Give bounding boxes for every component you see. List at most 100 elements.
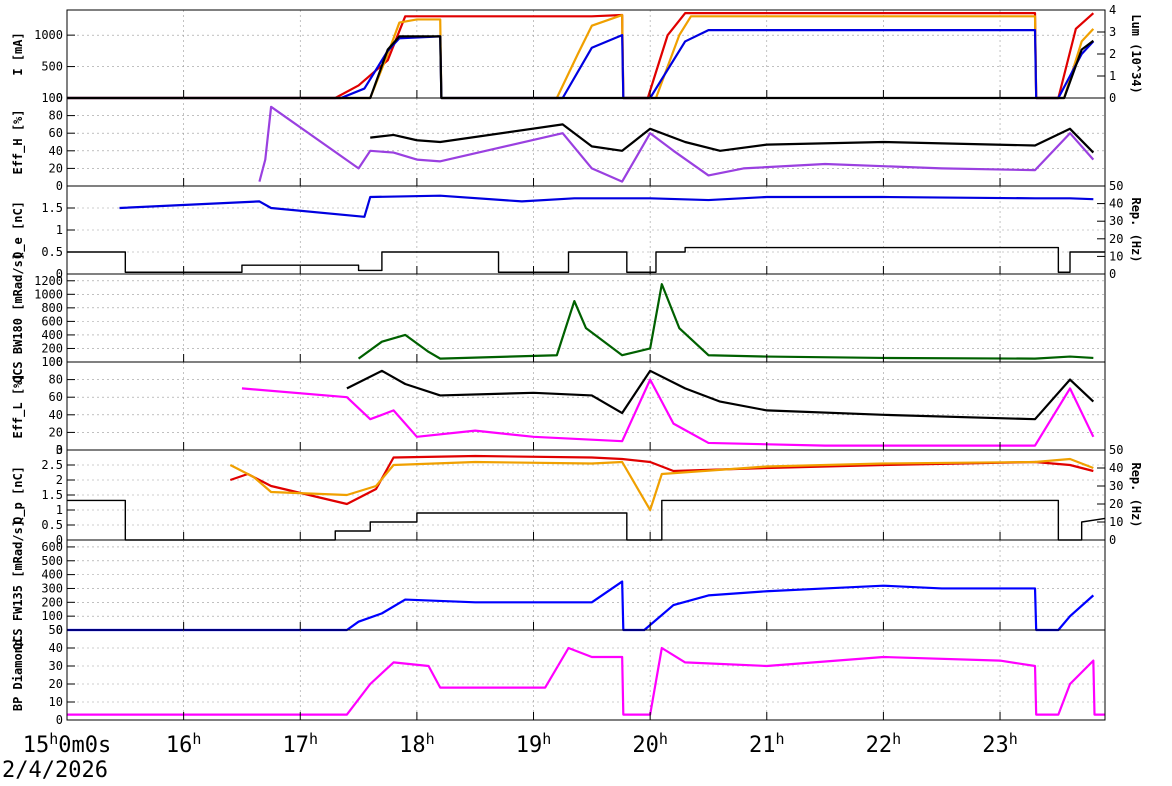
y2-tick-label: 30 bbox=[1109, 214, 1123, 228]
y2-tick-label: 0 bbox=[1109, 91, 1116, 105]
panel-frame bbox=[66, 629, 1106, 721]
y-tick-label: 3 bbox=[56, 443, 63, 457]
y2-axis-label: Lum (10^34) bbox=[1129, 14, 1143, 93]
x-tick-label: 20h bbox=[632, 730, 668, 758]
y-tick-label: 80 bbox=[49, 373, 63, 387]
y2-tick-label: 2 bbox=[1109, 47, 1116, 61]
panel-frame bbox=[66, 9, 1106, 99]
panel-bp: 0 10 20 30 40 50 BP Diamond bbox=[11, 623, 1106, 727]
y-axis-label: Q_e [nC] bbox=[11, 201, 26, 259]
x-tick-label: 18h bbox=[399, 730, 435, 758]
y2-tick-label: 20 bbox=[1109, 232, 1123, 246]
y-tick-label: 1 bbox=[56, 223, 63, 237]
series-line-qp-1 bbox=[229, 457, 1094, 512]
y-tick-label: 400 bbox=[41, 328, 63, 342]
y-tick-label: 500 bbox=[41, 554, 63, 568]
y2-tick-label: 4 bbox=[1109, 3, 1116, 17]
y-tick-label: 0 bbox=[56, 443, 63, 457]
series-line-current-1 bbox=[67, 13, 1095, 100]
y2-tick-label: 0 bbox=[1109, 533, 1116, 547]
y-tick-label: 600 bbox=[41, 540, 63, 554]
y2-tick-label: 30 bbox=[1109, 479, 1123, 493]
y2-axis-label: Rep. (Hz) bbox=[1129, 197, 1143, 262]
y-tick-label: 80 bbox=[49, 109, 63, 123]
y-axis-label: QCS BW180 [mRad/s] bbox=[11, 253, 25, 383]
y-tick-label: 1000 bbox=[34, 287, 63, 301]
y-tick-label: 400 bbox=[41, 568, 63, 582]
x-tick-label: 15h0m0s bbox=[23, 730, 112, 758]
y2-tick-label: 0 bbox=[1109, 267, 1116, 281]
y-tick-label: 1 bbox=[56, 503, 63, 517]
y-tick-label: 1.5 bbox=[41, 488, 63, 502]
series-line-qp-2 bbox=[67, 499, 1106, 541]
y-tick-label: 60 bbox=[49, 126, 63, 140]
y2-tick-label: 3 bbox=[1109, 25, 1116, 39]
y-tick-label: 0 bbox=[56, 533, 63, 547]
x-tick-label: 23h bbox=[982, 730, 1018, 758]
series-line-bp-0 bbox=[67, 646, 1105, 716]
y2-axis-label: Rep. (Hz) bbox=[1129, 462, 1143, 527]
y2-tick-label: 10 bbox=[1109, 515, 1123, 529]
y-tick-label: 100 bbox=[41, 91, 63, 105]
series-line-current-2 bbox=[67, 29, 1095, 100]
y-axis-label: Eff_L [%] bbox=[11, 373, 26, 438]
panel-frame bbox=[66, 273, 1106, 363]
panel-eff-l: 0 20 40 60 80 100 Eff_L [%] bbox=[11, 355, 1106, 457]
y-tick-label: 0 bbox=[56, 713, 63, 727]
y-axis-label: I [mA] bbox=[11, 32, 25, 75]
y-tick-label: 500 bbox=[41, 60, 63, 74]
y-tick-label: 40 bbox=[49, 641, 63, 655]
y-tick-label: 0.5 bbox=[41, 245, 63, 259]
y-tick-label: 100 bbox=[41, 609, 63, 623]
series-line-fw135-0 bbox=[67, 580, 1095, 632]
y-tick-label: 20 bbox=[49, 161, 63, 175]
y-tick-label: 0 bbox=[56, 355, 63, 369]
x-tick-label: 21h bbox=[749, 730, 785, 758]
y-tick-label: 0 bbox=[56, 267, 63, 281]
y-axis-label: Eff_H [%] bbox=[11, 109, 26, 174]
x-tick-label: 17h bbox=[282, 730, 318, 758]
y-tick-label: 2 bbox=[56, 473, 63, 487]
y-tick-label: 800 bbox=[41, 301, 63, 315]
y-tick-label: 40 bbox=[49, 144, 63, 158]
panel-qe: 0 0.5 1 1.5 0 10 20 30 40 50 Rep. (Hz) Q_e [nC] bbox=[11, 179, 1143, 281]
y-tick-label: 20 bbox=[49, 677, 63, 691]
y-tick-label: 100 bbox=[41, 355, 63, 369]
y-tick-label: 50 bbox=[49, 623, 63, 637]
series-line-bw180-0 bbox=[357, 283, 1094, 360]
y2-tick-label: 40 bbox=[1109, 197, 1123, 211]
y-axis-label: Q_p [nC] bbox=[11, 466, 26, 524]
y-tick-label: 1200 bbox=[34, 274, 63, 288]
y2-tick-label: 40 bbox=[1109, 461, 1123, 475]
series-line-current-3 bbox=[67, 35, 1095, 100]
x-tick-label: 22h bbox=[866, 730, 902, 758]
y2-tick-label: 50 bbox=[1109, 179, 1123, 193]
x-tick-label: 19h bbox=[516, 730, 552, 758]
series-line-qe-0 bbox=[119, 194, 1094, 218]
y-tick-label: 0.5 bbox=[41, 518, 63, 532]
series-line-current-0 bbox=[67, 12, 1095, 100]
series-line-eff-l-0 bbox=[346, 369, 1095, 421]
series-line-eff-h-1 bbox=[258, 105, 1095, 183]
y-tick-label: 2.5 bbox=[41, 458, 63, 472]
panel-current: 0 500 1000 0 1 2 3 4 Lum (10^34) I [mA] bbox=[11, 3, 1143, 105]
y-tick-label: 60 bbox=[49, 390, 63, 404]
y2-tick-label: 10 bbox=[1109, 249, 1123, 263]
y-tick-label: 300 bbox=[41, 581, 63, 595]
panel-frame bbox=[66, 361, 1106, 451]
y2-tick-label: 50 bbox=[1109, 443, 1123, 457]
y-tick-label: 40 bbox=[49, 408, 63, 422]
y-tick-label: 600 bbox=[41, 314, 63, 328]
y-tick-label: 1.5 bbox=[41, 201, 63, 215]
panel-frame bbox=[66, 539, 1106, 631]
panel-eff-h: 0 20 40 60 80 100 Eff_H [%] bbox=[11, 91, 1106, 193]
y-axis-label: BP Diamond bbox=[11, 639, 25, 711]
y2-tick-label: 20 bbox=[1109, 497, 1123, 511]
x-tick-label: 16h bbox=[166, 730, 202, 758]
y-tick-label: 10 bbox=[49, 695, 63, 709]
